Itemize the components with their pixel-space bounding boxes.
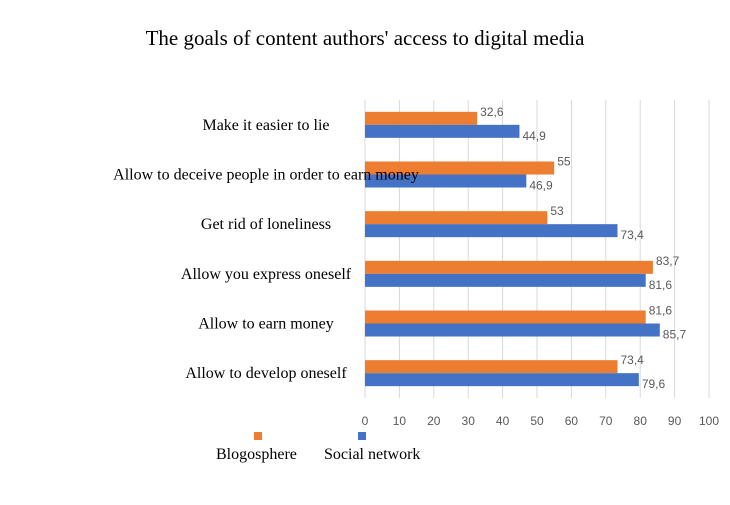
category-label: Get rid of loneliness — [201, 216, 331, 233]
category-label: Allow you express oneself — [181, 266, 352, 283]
bar — [365, 174, 527, 188]
data-label: 44,9 — [522, 129, 546, 143]
legend-label-blogosphere: Blogosphere — [216, 446, 297, 463]
chart-title: The goals of content authors' access to … — [145, 26, 585, 50]
bar — [365, 323, 660, 337]
x-tick-label: 60 — [565, 414, 579, 428]
bar — [365, 224, 618, 238]
category-label: Allow to develop oneself — [185, 365, 347, 382]
bar — [365, 373, 639, 387]
data-label: 53 — [550, 204, 564, 218]
bar — [365, 260, 653, 274]
x-tick-label: 70 — [599, 414, 613, 428]
data-label: 85,7 — [663, 328, 687, 342]
bar — [365, 273, 646, 287]
bar — [365, 310, 646, 324]
bar — [365, 360, 618, 374]
data-label: 46,9 — [529, 179, 553, 193]
category-label: Allow to deceive people in order to earn… — [113, 167, 419, 184]
x-tick-label: 30 — [462, 414, 476, 428]
data-label: 73,4 — [620, 228, 644, 242]
data-label: 79,6 — [642, 377, 666, 391]
x-tick-label: 0 — [362, 414, 369, 428]
x-tick-label: 100 — [699, 414, 719, 428]
x-tick-label: 10 — [393, 414, 407, 428]
x-tick-label: 40 — [496, 414, 510, 428]
legend-swatch-blogosphere — [254, 432, 262, 440]
legend-swatch-social-network — [358, 432, 366, 440]
data-label: 81,6 — [649, 304, 673, 318]
x-tick-label: 50 — [530, 414, 544, 428]
data-label: 83,7 — [656, 254, 680, 268]
data-label: 73,4 — [620, 353, 644, 367]
category-label: Make it easier to lie — [202, 117, 329, 134]
x-tick-label: 80 — [634, 414, 648, 428]
x-tick-label: 20 — [427, 414, 441, 428]
bar — [365, 161, 555, 175]
data-label: 55 — [557, 155, 571, 169]
data-label: 81,6 — [649, 278, 673, 292]
bar — [365, 111, 478, 125]
category-label: Allow to earn money — [198, 316, 334, 333]
bar — [365, 124, 520, 138]
data-label: 32,6 — [480, 105, 504, 119]
x-tick-label: 90 — [668, 414, 682, 428]
bar — [365, 211, 548, 225]
legend-label-social-network: Social network — [324, 446, 421, 463]
